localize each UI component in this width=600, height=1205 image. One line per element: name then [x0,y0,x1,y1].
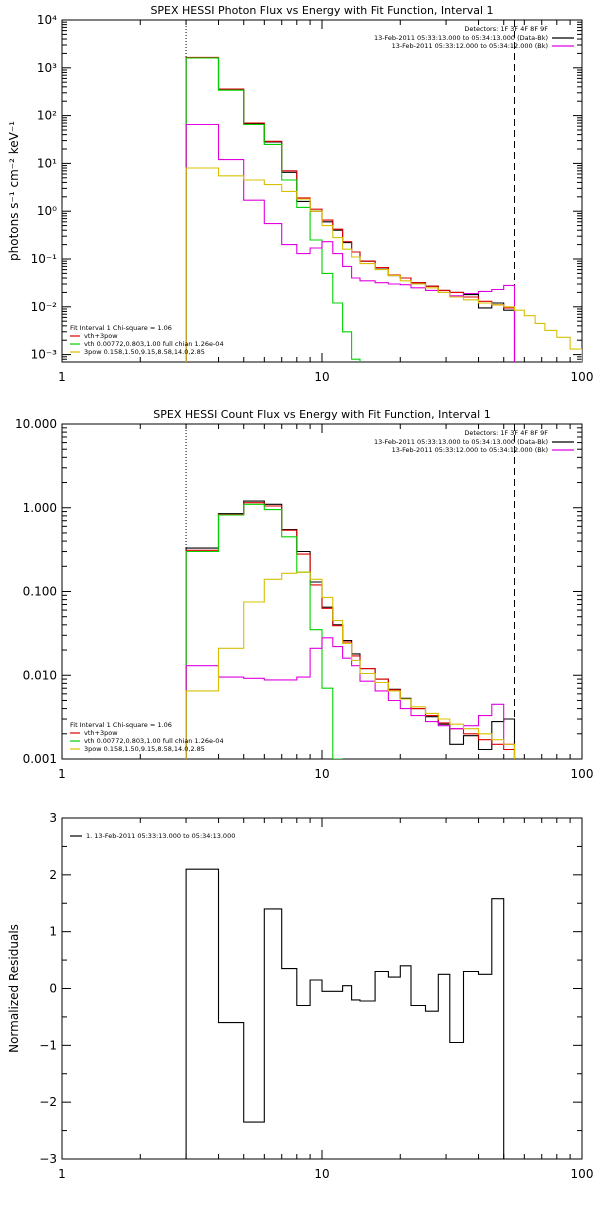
series-3-histogram [185,637,516,759]
series-1-histogram [185,56,516,362]
y-tick-label: −1 [39,1038,57,1052]
y-axis-label: photons s⁻¹ cm⁻² keV⁻¹ [7,121,21,261]
chart-title: SPEX HESSI Count Flux vs Energy with Fit… [153,408,490,421]
series-0-histogram [185,500,516,759]
series-4-histogram [185,167,582,362]
series-4-histogram [185,571,516,759]
fit-legend-entry: vth+3pow [84,332,118,340]
fit-legend-entry: vth 0.00772,0.803,1.00 full chian 1.26e-… [84,340,224,348]
legend-entry: 13-Feb-2011 05:33:12.000 to 05:34:12.000… [392,42,548,50]
y-tick-label: 1.000 [23,501,57,515]
y-tick-label: 10⁻¹ [31,252,58,266]
legend-header: Detectors: 1F 3F 4F 8F 9F [464,429,548,437]
y-tick-label: 10⁻² [31,300,58,314]
y-axis-label: Normalized Residuals [7,924,21,1053]
legend-header: Detectors: 1F 3F 4F 8F 9F [464,25,548,33]
y-tick-label: 10² [37,109,57,123]
legend-entry: 1. 13-Feb-2011 05:33:13.000 to 05:34:13.… [86,832,235,840]
fit-legend-entry: 3pow 0.158,1.50,9.15,8.58,14.0,2.85 [84,348,205,356]
legend-entry: 13-Feb-2011 05:33:13.000 to 05:34:13.000… [374,34,548,42]
y-tick-label: 0.001 [23,752,57,766]
fit-legend-header: Fit Interval 1 Chi-square = 1.06 [70,324,172,332]
series-0-histogram [185,868,505,1159]
fit-legend-entry: vth+3pow [84,729,118,737]
x-tick-label: 1 [58,767,66,781]
x-tick-label: 100 [571,767,594,781]
legend-entry: 13-Feb-2011 05:33:12.000 to 05:34:12.000… [392,446,548,454]
x-tick-label: 1 [58,1167,66,1181]
series-2-histogram [185,503,343,759]
y-tick-label: 2 [49,868,57,882]
series-0-histogram [185,57,516,362]
series-2-histogram [185,57,361,362]
x-tick-label: 100 [571,370,594,384]
y-tick-label: 0 [49,982,57,996]
y-tick-label: 10⁴ [37,13,57,27]
y-tick-label: 3 [49,811,57,825]
y-tick-label: 10⁰ [37,204,57,218]
chart-title: SPEX HESSI Photon Flux vs Energy with Fi… [150,4,493,17]
fit-legend-header: Fit Interval 1 Chi-square = 1.06 [70,721,172,729]
y-tick-label: −2 [39,1095,57,1109]
fit-legend-entry: vth 0.00772,0.803,1.00 full chian 1.26e-… [84,737,224,745]
x-tick-label: 10 [314,1167,329,1181]
x-tick-label: 10 [314,767,329,781]
fit-legend-entry: 3pow 0.158,1.50,9.15,8.58,14.0,2.85 [84,745,205,753]
x-tick-label: 10 [314,370,329,384]
y-tick-label: 10³ [37,61,57,75]
y-tick-label: 10.000 [15,417,57,431]
y-tick-label: 10¹ [37,156,57,170]
y-tick-label: 0.100 [23,585,57,599]
legend-entry: 13-Feb-2011 05:33:13.000 to 05:34:13.000… [374,438,548,446]
x-tick-label: 100 [571,1167,594,1181]
y-tick-label: 1 [49,925,57,939]
series-1-histogram [185,502,516,759]
series-3-histogram [185,123,516,362]
y-tick-label: −3 [39,1152,57,1166]
y-tick-label: 0.010 [23,668,57,682]
y-tick-label: 10⁻³ [31,348,58,362]
x-tick-label: 1 [58,370,66,384]
